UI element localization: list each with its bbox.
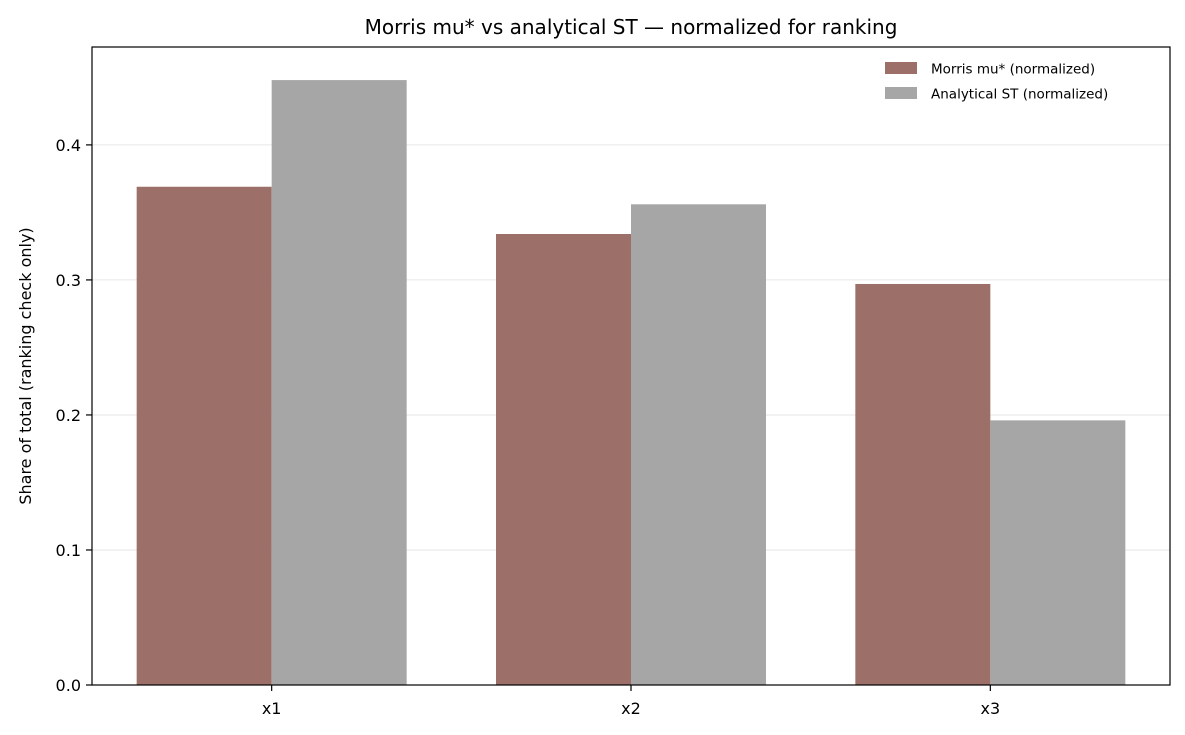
x-tick-label: x2 — [621, 699, 641, 718]
bar-x3-series-2 — [990, 420, 1126, 685]
bar-x2-series-1 — [496, 234, 631, 685]
legend-swatch — [885, 62, 917, 74]
bar-x1-series-1 — [136, 186, 272, 685]
x-tick-label: x3 — [981, 699, 1001, 718]
legend: Morris mu* (normalized) Analytical ST (no… — [885, 62, 1108, 103]
bars — [136, 80, 1126, 685]
y-tick-label: 0.0 — [56, 676, 81, 695]
y-axis-label: Share of total (ranking check only) — [16, 227, 35, 504]
legend-label: Analytical ST (normalized) — [931, 87, 1108, 103]
bar-x3-series-1 — [855, 283, 991, 685]
bar-x1-series-2 — [271, 80, 407, 685]
x-ticks: x1 x2 x3 — [262, 685, 1000, 718]
y-tick-label: 0.4 — [56, 136, 81, 155]
y-tick-label: 0.2 — [56, 406, 81, 425]
x-tick-label: x1 — [262, 699, 282, 718]
legend-label: Morris mu* (normalized) — [931, 62, 1095, 78]
chart-title: Morris mu* vs analytical ST — normalized… — [365, 15, 898, 39]
y-tick-label: 0.3 — [56, 271, 81, 290]
y-tick-label: 0.1 — [56, 541, 81, 560]
bar-x2-series-2 — [631, 204, 766, 685]
y-ticks: 0.0 0.1 0.2 0.3 0.4 — [56, 136, 92, 695]
legend-swatch — [885, 87, 917, 99]
